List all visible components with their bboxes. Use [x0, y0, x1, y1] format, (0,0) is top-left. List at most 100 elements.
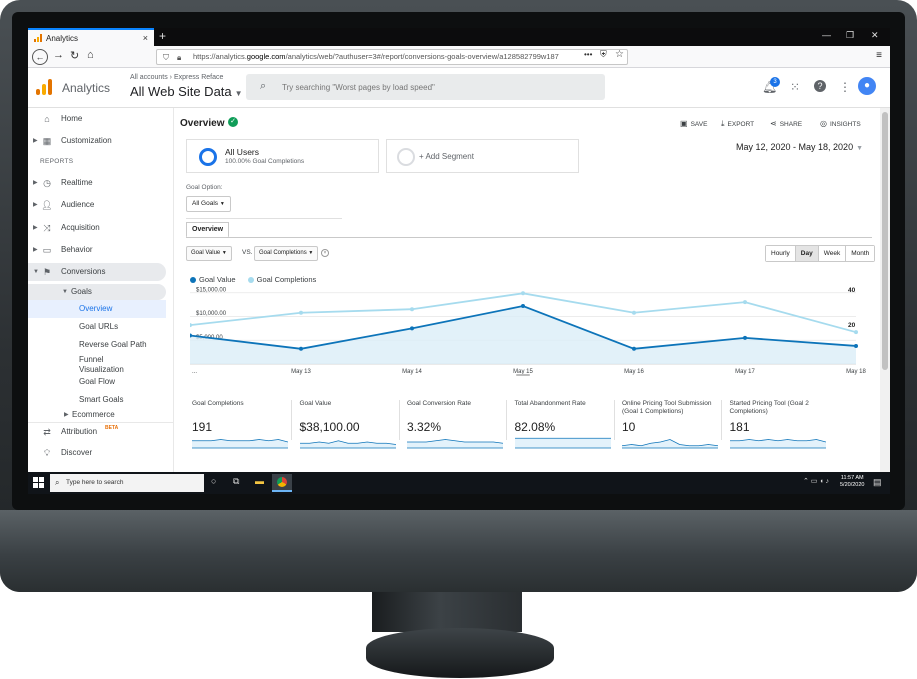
- insights-button[interactable]: ◎ INSIGHTS: [820, 119, 861, 128]
- restore-icon[interactable]: ❐: [846, 30, 855, 40]
- secondary-metric-select[interactable]: Goal Completions ▼: [254, 246, 319, 261]
- new-tab-button[interactable]: +: [159, 29, 167, 43]
- search-icon: ⌕: [260, 80, 267, 92]
- browser-menu-icon[interactable]: ≡: [876, 50, 882, 61]
- goal-option-select[interactable]: All Goals ▼: [186, 196, 231, 212]
- sidebar-item-ecommerce[interactable]: ▶ Ecommerce: [28, 408, 174, 422]
- goal-option-value: All Goals: [192, 200, 219, 207]
- search-box[interactable]: ⌕: [246, 74, 605, 100]
- sidebar-item-customization[interactable]: ▶ ▦ Customization: [28, 132, 174, 150]
- windows-start-icon[interactable]: [33, 477, 44, 488]
- task-view-icon[interactable]: ⧉: [233, 476, 240, 486]
- tab-overview[interactable]: Overview: [186, 222, 230, 238]
- more-vert-icon[interactable]: ⋮: [839, 80, 851, 94]
- sidebar-item-home[interactable]: ⌂ Home: [28, 110, 174, 128]
- export-button[interactable]: ⤓ EXPORT: [721, 119, 754, 129]
- add-segment-button[interactable]: + Add Segment: [386, 139, 579, 173]
- reload-icon[interactable]: ↻: [70, 50, 80, 62]
- shield-icon[interactable]: ⛉: [163, 53, 169, 62]
- browser-tab-strip: Analytics × + — ❐ ✕: [28, 28, 890, 46]
- sparkline-line: [622, 439, 718, 447]
- metric-tile[interactable]: Goal Completions 191: [188, 398, 292, 472]
- sidebar-item-label: Discover: [61, 448, 93, 457]
- segment-name: All Users: [225, 147, 260, 157]
- sidebar-item-label: Customization: [61, 136, 112, 145]
- search-input[interactable]: [282, 80, 582, 94]
- url-prefix: https://analytics.: [193, 52, 247, 61]
- primary-metric-select[interactable]: Goal Value ▼: [186, 246, 232, 261]
- sparkline-area: [729, 439, 826, 448]
- sidebar-goals-overview[interactable]: Overview: [28, 300, 166, 318]
- sidebar-item-realtime[interactable]: ▶ ◷ Realtime: [28, 174, 174, 192]
- forward-icon[interactable]: →: [53, 49, 64, 61]
- help-icon[interactable]: ?: [814, 80, 826, 92]
- file-explorer-icon[interactable]: ▬: [255, 476, 264, 486]
- chrome-taskbar-icon[interactable]: [272, 474, 292, 492]
- granularity-day[interactable]: Day: [794, 246, 818, 261]
- sidebar-goal-urls[interactable]: Goal URLs: [79, 322, 119, 331]
- pocket-icon[interactable]: ⛨: [600, 49, 607, 59]
- metric-sparkline: [299, 440, 396, 449]
- apps-grid-icon[interactable]: ⁙: [790, 80, 801, 94]
- back-icon[interactable]: ←: [32, 49, 48, 65]
- sidebar-item-discover[interactable]: 💡︎ Discover: [28, 444, 174, 462]
- metric-tile[interactable]: Goal Conversion Rate 3.32%: [403, 398, 507, 472]
- system-tray-icons[interactable]: ⌃ ▭ ◖ ♪: [803, 478, 830, 485]
- taskbar-search[interactable]: ⌕ Type here to search: [50, 474, 204, 492]
- monitor-stand-foot: [366, 628, 554, 678]
- goal-value-point: [190, 333, 192, 338]
- scrollbar-thumb[interactable]: [882, 112, 888, 370]
- segment-all-users[interactable]: All Users 100.00% Goal Completions: [186, 139, 379, 173]
- report-area: Overview ✓ ▣ SAVE ⤓ EXPORT ⋖ SHARE ◎ INSIGHT…: [180, 108, 880, 472]
- home-icon[interactable]: ⌂: [87, 49, 94, 61]
- metric-tile[interactable]: Goal Value $38,100.00: [296, 398, 400, 472]
- sidebar-smart-goals[interactable]: Smart Goals: [79, 395, 124, 404]
- sidebar-item-acquisition[interactable]: ▶ ⤨ Acquisition: [28, 219, 174, 237]
- chevron-right-icon: ▶: [33, 202, 38, 208]
- remove-comparison-icon[interactable]: ×: [321, 249, 329, 257]
- clock-time: 11:57 AM: [840, 475, 864, 481]
- sparkline-line: [407, 439, 503, 444]
- sidebar-item-attribution[interactable]: ⇄ Attribution BETA: [28, 422, 174, 440]
- sidebar-funnel-visualization[interactable]: Funnel Visualization: [79, 355, 124, 374]
- sidebar-goal-flow[interactable]: Goal Flow: [79, 377, 116, 386]
- chart-resize-handle: [516, 374, 530, 376]
- save-button[interactable]: ▣ SAVE: [680, 119, 707, 128]
- page-actions-icon[interactable]: •••: [584, 50, 593, 59]
- browser-tab[interactable]: Analytics ×: [28, 28, 154, 46]
- goal-completions-point: [743, 300, 747, 305]
- granularity-hourly[interactable]: Hourly: [766, 246, 795, 261]
- metric-tile[interactable]: Total Abandonment Rate 82.08%: [511, 398, 615, 472]
- granularity-month[interactable]: Month: [845, 246, 875, 261]
- action-center-icon[interactable]: ▤: [873, 477, 882, 487]
- x-tick-label: May 18: [846, 369, 866, 375]
- sidebar-item-audience[interactable]: ▶ 👤︎ Audience: [28, 196, 174, 214]
- clock-date: 5/20/2020: [840, 482, 865, 488]
- view-selector[interactable]: All Web Site Data ▼: [130, 84, 243, 99]
- cortana-icon[interactable]: ○: [211, 476, 217, 486]
- sidebar-item-conversions[interactable]: ▼ ⚑ Conversions: [28, 263, 166, 281]
- legend-dot-icon: [190, 277, 196, 284]
- metric-tile[interactable]: Started Pricing Tool (Goal 2 Completions…: [726, 398, 830, 472]
- bookmark-star-icon[interactable]: ☆: [615, 49, 624, 60]
- sidebar-reverse-goal-path[interactable]: Reverse Goal Path: [79, 340, 147, 349]
- vs-label: VS.: [242, 249, 253, 256]
- attribution-icon: ⇄: [43, 427, 51, 437]
- page-scrollbar[interactable]: [880, 108, 890, 472]
- taskbar-clock[interactable]: 11:57 AM 5/20/2020: [840, 475, 864, 489]
- sidebar-item-behavior[interactable]: ▶ ▭ Behavior: [28, 241, 174, 259]
- account-breadcrumb[interactable]: All accounts › Express Reface: [130, 74, 224, 81]
- account-avatar-icon[interactable]: ●: [858, 77, 876, 95]
- lock-icon[interactable]: 🔒︎: [177, 53, 182, 62]
- share-button[interactable]: ⋖ SHARE: [770, 119, 802, 128]
- sidebar-item-label: Realtime: [61, 178, 93, 187]
- sidebar-item-goals[interactable]: ▼ Goals: [28, 284, 166, 300]
- window-close-icon[interactable]: ✕: [871, 30, 879, 40]
- date-range-picker[interactable]: May 12, 2020 - May 18, 2020 ▼: [736, 142, 863, 152]
- granularity-week[interactable]: Week: [817, 246, 846, 261]
- metric-tile[interactable]: Online Pricing Tool Submission (Goal 1 C…: [618, 398, 722, 472]
- address-bar[interactable]: ⛉ 🔒︎ https://analytics.google.com/analyt…: [156, 49, 628, 65]
- tab-close-icon[interactable]: ×: [142, 33, 148, 43]
- minimize-icon[interactable]: —: [822, 30, 831, 40]
